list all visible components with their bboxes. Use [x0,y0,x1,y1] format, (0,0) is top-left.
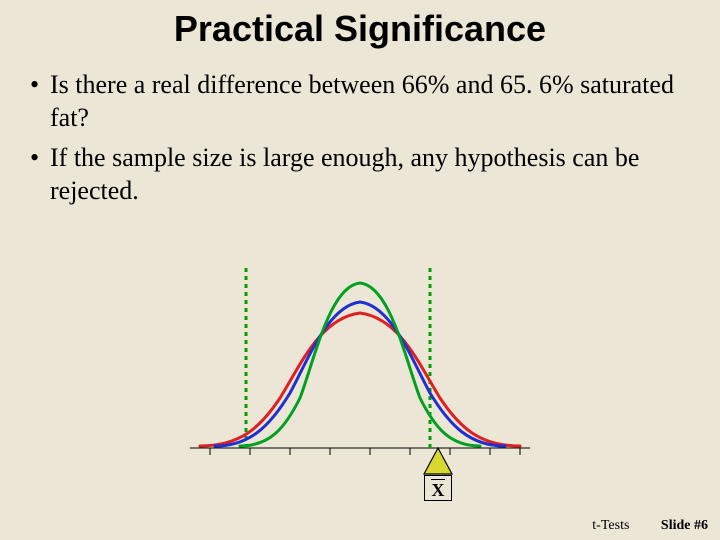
bullet-item: If the sample size is large enough, any … [28,141,692,208]
chart-svg [180,258,540,498]
slide-number: Slide #6 [661,518,708,533]
bullet-item: Is there a real difference between 66% a… [28,68,692,135]
page-title: Practical Significance [0,0,720,50]
distribution-chart: X [180,258,540,498]
slide: Practical Significance Is there a real d… [0,0,720,540]
bullet-list: Is there a real difference between 66% a… [0,50,720,207]
footer-label: t-Tests [592,518,629,533]
xbar-char: X [432,480,445,500]
xbar-label: X [424,475,452,501]
footer: t-Tests Slide #6 [592,518,708,534]
